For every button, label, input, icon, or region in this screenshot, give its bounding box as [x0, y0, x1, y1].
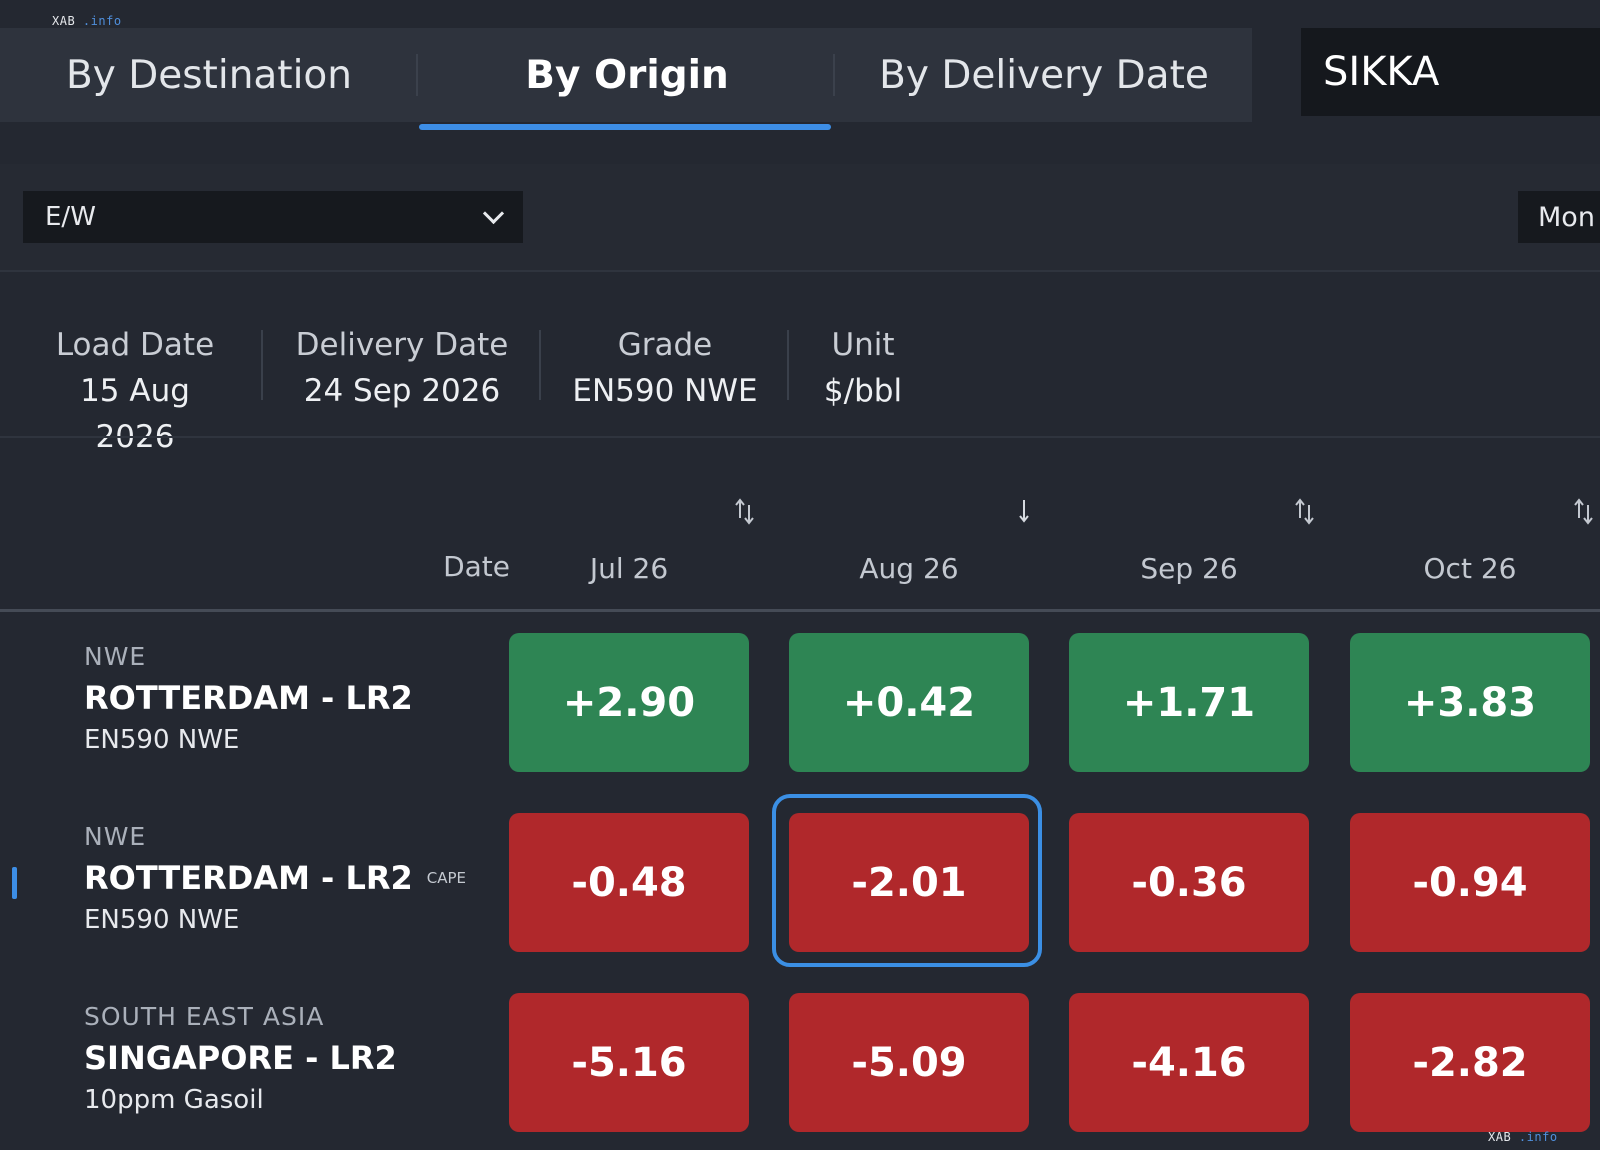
tab-by-destination[interactable]: By Destination [65, 52, 353, 98]
price-cell-selected[interactable]: -2.01 [789, 813, 1029, 952]
column-header-jul-26[interactable]: Jul 26 [589, 552, 669, 585]
selected-row-marker [12, 867, 17, 899]
price-cell[interactable]: -2.82 [1350, 993, 1590, 1132]
row-grade: 10ppm Gasoil [84, 1085, 264, 1115]
row-grade: EN590 NWE [84, 725, 240, 755]
price-cell[interactable]: -0.48 [509, 813, 749, 952]
tab-divider [416, 54, 418, 96]
price-cell[interactable]: +1.71 [1069, 633, 1309, 772]
route-tag: CAPE [426, 869, 467, 887]
sort-descending-icon[interactable] [1012, 496, 1036, 526]
row-grade: EN590 NWE [84, 905, 240, 935]
price-cell[interactable]: -0.94 [1350, 813, 1590, 952]
info-delivery-date: Delivery Date 24 Sep 2026 [290, 322, 514, 414]
route-direction-select[interactable]: E/W [23, 191, 523, 243]
tab-by-origin[interactable]: By Origin [525, 52, 729, 98]
info-label: Grade [617, 327, 713, 363]
select-value: E/W [45, 202, 96, 232]
tab-divider [833, 54, 835, 96]
info-divider [787, 330, 789, 400]
price-cell[interactable]: -5.09 [789, 993, 1029, 1132]
chevron-down-icon [482, 202, 505, 224]
sort-both-icon[interactable] [733, 496, 757, 526]
info-value: 24 Sep 2026 [303, 373, 501, 409]
info-value: 15 Aug 2026 [80, 373, 190, 455]
active-tab-indicator [419, 124, 831, 130]
row-route: SINGAPORE - LR2 [84, 1039, 397, 1077]
row-region: NWE [84, 822, 147, 851]
tab-by-delivery-date[interactable]: By Delivery Date [879, 52, 1209, 98]
info-unit: Unit $/bbl [808, 322, 918, 414]
search-input[interactable]: SIKKA [1301, 28, 1600, 116]
row-region: NWE [84, 642, 147, 671]
price-cell[interactable]: -5.16 [509, 993, 749, 1132]
tab-bar [0, 28, 1252, 122]
price-cell[interactable]: -0.36 [1069, 813, 1309, 952]
row-label: SOUTH EAST ASIA SINGAPORE - LR2 10ppm Ga… [84, 1000, 484, 1118]
row-region: SOUTH EAST ASIA [84, 1002, 325, 1031]
price-cell[interactable]: +0.42 [789, 633, 1029, 772]
column-header-oct-26[interactable]: Oct 26 [1423, 552, 1517, 585]
column-header-aug-26[interactable]: Aug 26 [859, 552, 959, 585]
info-label: Delivery Date [295, 327, 509, 363]
info-grade: Grade EN590 NWE [565, 322, 765, 414]
search-value: SIKKA [1323, 49, 1440, 95]
date-column-label: Date [443, 550, 510, 583]
divider [0, 436, 1600, 438]
price-cell[interactable]: +3.83 [1350, 633, 1590, 772]
header-divider [0, 609, 1600, 612]
row-route: ROTTERDAM - LR2 CAPE [84, 859, 467, 897]
row-label: NWE ROTTERDAM - LR2 EN590 NWE [84, 640, 484, 758]
price-cell[interactable]: +2.90 [509, 633, 749, 772]
info-label: Unit [831, 327, 895, 363]
info-load-date: Load Date 15 Aug 2026 [40, 322, 230, 460]
info-divider [261, 330, 263, 400]
watermark-bottom: XAB .info [1488, 1130, 1558, 1144]
row-label: NWE ROTTERDAM - LR2 CAPE EN590 NWE [84, 820, 484, 938]
sort-both-icon[interactable] [1572, 496, 1596, 526]
info-label: Load Date [55, 327, 215, 363]
info-value: EN590 NWE [572, 373, 758, 409]
select-value: Mon [1538, 201, 1595, 233]
price-cell[interactable]: -4.16 [1069, 993, 1309, 1132]
info-value: $/bbl [823, 373, 903, 409]
selected-cell-outline [772, 794, 1042, 967]
info-divider [539, 330, 541, 400]
sort-both-icon[interactable] [1293, 496, 1317, 526]
period-select[interactable]: Mon [1518, 191, 1600, 243]
row-route: ROTTERDAM - LR2 [84, 679, 413, 717]
column-header-sep-26[interactable]: Sep 26 [1140, 552, 1238, 585]
watermark-top: XAB .info [52, 14, 122, 28]
